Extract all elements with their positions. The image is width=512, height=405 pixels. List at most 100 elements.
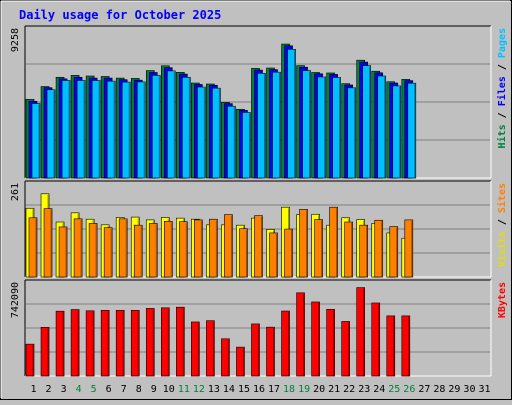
x-tick-label-day-17: 17 (268, 384, 280, 395)
bar-face (344, 221, 353, 278)
x-tick-label-day-23: 23 (358, 384, 370, 395)
bar-face (401, 315, 411, 377)
bar-kbytes-day-15 (236, 346, 245, 377)
bar-face (299, 209, 308, 278)
bar-kbytes-day-5 (85, 310, 95, 377)
legend-entry: Visits (496, 231, 508, 267)
bar-face (284, 228, 293, 278)
bar-face (389, 226, 399, 278)
panel-legend: Visits / Sites (496, 183, 508, 267)
bar-face (100, 309, 110, 377)
bar-face (148, 223, 158, 278)
bar-kbytes-day-19 (296, 292, 305, 377)
x-tick-label-day-2: 2 (46, 384, 52, 395)
bar-face (88, 223, 98, 278)
bar-sites-day-23 (359, 224, 369, 278)
bar-face (115, 309, 125, 377)
bar-kbytes-day-22 (341, 321, 350, 377)
x-tick-label-day-22: 22 (343, 384, 355, 395)
bar-face (266, 326, 275, 377)
bar-face (43, 208, 53, 278)
bar-face (221, 338, 230, 377)
bar-face (55, 310, 65, 377)
bar-kbytes-day-8 (130, 309, 140, 377)
bar-sites-day-14 (224, 214, 233, 278)
x-tick-label-day-9: 9 (151, 384, 157, 395)
bar-kbytes-day-1 (25, 343, 35, 377)
bar-face (28, 217, 38, 278)
bar-face (317, 76, 326, 179)
bar-face (121, 81, 131, 179)
panel-hits: 9258 Hits / Files / Pages (10, 25, 508, 179)
x-tick-label-day-7: 7 (121, 384, 127, 395)
panel-kbytes: 742090 KBytes (10, 279, 508, 377)
bar-kbytes-day-23 (356, 287, 366, 377)
bar-sites-day-7 (118, 218, 128, 278)
legend-entry: / (497, 106, 508, 124)
bar-face (332, 77, 341, 179)
bar-kbytes-day-24 (371, 302, 381, 377)
bar-face (302, 70, 311, 179)
bar-face (145, 308, 155, 377)
bar-face (242, 112, 251, 179)
bar-kbytes-day-13 (206, 320, 215, 377)
x-tick-label-day-11: 11 (178, 384, 190, 395)
x-tick-label-day-28: 28 (433, 384, 445, 395)
bar-face (25, 343, 35, 377)
bar-face (362, 65, 372, 179)
bar-face (133, 224, 143, 278)
bar-face (386, 315, 396, 377)
bar-face (103, 227, 113, 278)
bar-pages-day-25 (392, 85, 402, 179)
bar-face (91, 80, 101, 179)
bar-face (341, 321, 350, 377)
bar-sites-day-17 (269, 232, 278, 278)
x-tick-label-day-14: 14 (223, 384, 235, 395)
bar-pages-day-17 (272, 71, 281, 179)
bar-sites-day-21 (329, 206, 338, 278)
bar-face (194, 219, 203, 278)
bar-face (31, 103, 41, 179)
bar-kbytes-day-10 (160, 307, 170, 377)
x-tick-label-day-8: 8 (136, 384, 142, 395)
bar-kbytes-day-6 (100, 309, 110, 377)
bar-sites-day-22 (344, 221, 353, 278)
bar-sites-day-4 (73, 218, 83, 278)
bar-face (269, 232, 278, 278)
bar-kbytes-day-3 (55, 310, 65, 377)
bar-kbytes-day-18 (281, 310, 290, 377)
bar-pages-day-9 (151, 75, 161, 179)
bar-sites-day-12 (194, 219, 203, 278)
bar-face (296, 292, 305, 377)
legend-entry: / (497, 58, 508, 76)
bar-face (311, 301, 320, 377)
bar-face (130, 309, 140, 377)
bar-face (272, 71, 281, 179)
bar-face (254, 215, 263, 278)
legend-entry: Files (496, 76, 508, 106)
legend-entry: KBytes (497, 282, 508, 318)
bar-face (356, 287, 366, 377)
bar-face (236, 346, 245, 377)
series-pages (31, 49, 417, 179)
bar-kbytes-day-12 (191, 321, 200, 377)
bar-kbytes-day-9 (145, 308, 155, 377)
bar-kbytes-day-11 (176, 306, 185, 377)
bar-face (287, 49, 296, 179)
bar-face (251, 323, 260, 377)
bar-face (314, 219, 323, 278)
bar-pages-day-15 (242, 112, 251, 179)
bar-face (359, 224, 369, 278)
x-tick-label-day-20: 20 (313, 384, 325, 395)
x-tick-label-day-5: 5 (91, 384, 97, 395)
bar-face (239, 228, 248, 278)
bar-sites-day-8 (133, 224, 143, 278)
bar-kbytes-day-21 (326, 309, 335, 377)
legend-entry: Hits (496, 124, 508, 148)
bar-face (392, 85, 402, 179)
bar-kbytes-day-26 (401, 315, 411, 377)
bar-face (163, 221, 173, 278)
bar-face (160, 307, 170, 377)
bar-pages-day-26 (407, 82, 417, 179)
